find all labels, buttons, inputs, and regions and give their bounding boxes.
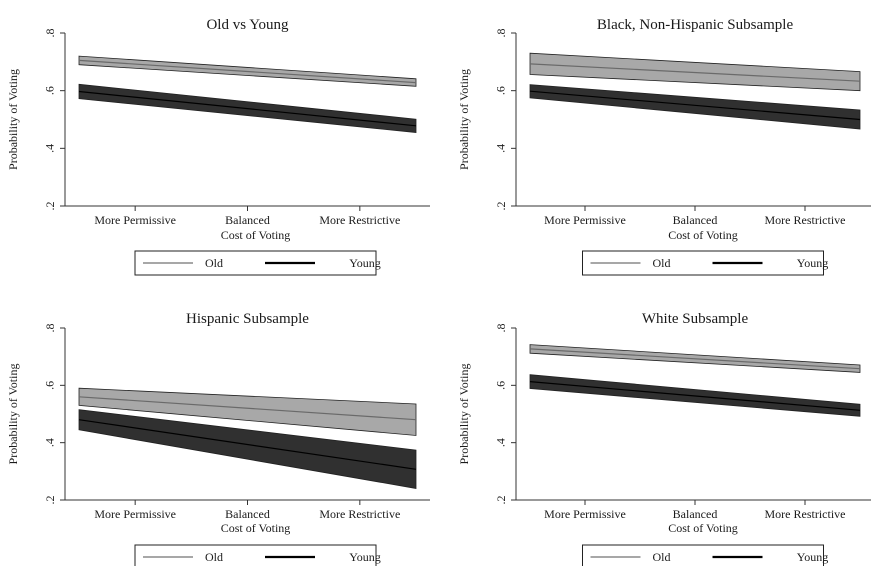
- legend-label-young: Young: [349, 256, 380, 270]
- legend-label-young: Young: [797, 256, 828, 270]
- x-tick-label: More Permissive: [544, 213, 626, 227]
- legend-label-old: Old: [653, 256, 671, 270]
- y-tick-label: .2: [494, 496, 508, 505]
- y-axis-label: Probability of Voting: [457, 364, 471, 465]
- y-tick-label: .2: [494, 202, 508, 211]
- y-tick-label: .2: [43, 496, 57, 505]
- x-axis-label: Cost of Voting: [668, 228, 738, 242]
- chart-panel: Hispanic Subsample .2 .4 .6 .8 Probability of…: [6, 311, 430, 566]
- x-tick-label: More Restrictive: [765, 213, 846, 227]
- y-tick-label: .6: [494, 86, 508, 95]
- x-tick-label: Balanced: [673, 213, 718, 227]
- legend-box: [134, 544, 377, 566]
- series-line-young: [529, 381, 861, 411]
- x-axis-label: Cost of Voting: [221, 228, 291, 242]
- legend: Old Young: [582, 250, 828, 276]
- x-tick-label: More Restrictive: [765, 507, 846, 521]
- y-tick-label: .4: [494, 438, 508, 447]
- y-tick-label: .4: [43, 144, 57, 153]
- y-tick-label: .8: [43, 324, 57, 333]
- series-line-young: [529, 90, 861, 121]
- chart-title: Hispanic Subsample: [186, 311, 309, 327]
- series-line-old: [78, 59, 417, 84]
- legend: Old Young: [134, 544, 381, 566]
- x-tick-label: Balanced: [673, 507, 718, 521]
- y-axis-label: Probability of Voting: [457, 69, 471, 170]
- confidence-band-young: [78, 409, 417, 489]
- legend: Old Young: [582, 544, 828, 566]
- y-axis-label: Probability of Voting: [6, 364, 20, 465]
- series-line-young: [78, 90, 417, 127]
- x-axis-label: Cost of Voting: [668, 521, 738, 535]
- x-tick-label: More Restrictive: [319, 507, 400, 521]
- x-tick-label: Balanced: [225, 507, 270, 521]
- y-axis-label: Probability of Voting: [6, 69, 20, 170]
- chart-panel: White Subsample .2 .4 .6 .8 Probability of Vo…: [457, 311, 871, 566]
- confidence-band-old: [78, 387, 417, 436]
- y-tick-label: .4: [43, 438, 57, 447]
- x-tick-label: More Permissive: [544, 507, 626, 521]
- y-tick-label: .8: [494, 29, 508, 38]
- series-line-young: [78, 419, 417, 470]
- legend-label-old: Old: [653, 550, 671, 564]
- y-tick-label: .6: [43, 86, 57, 95]
- legend-label-old: Old: [205, 256, 223, 270]
- chart-panel: Black, Non-Hispanic Subsample .2 .4 .6 .8 Pro…: [457, 17, 871, 276]
- confidence-band-young: [529, 84, 861, 130]
- x-tick-label: More Restrictive: [319, 213, 400, 227]
- y-tick-label: .6: [43, 381, 57, 390]
- chart-title: Black, Non-Hispanic Subsample: [597, 17, 794, 33]
- legend-box: [582, 544, 824, 566]
- y-tick-label: .4: [494, 144, 508, 153]
- x-tick-label: More Permissive: [94, 213, 176, 227]
- y-tick-label: .2: [43, 202, 57, 211]
- y-tick-label: .6: [494, 381, 508, 390]
- x-tick-label: Balanced: [225, 213, 270, 227]
- legend-label-young: Young: [349, 550, 380, 564]
- series-line-old: [529, 348, 861, 370]
- x-axis-label: Cost of Voting: [221, 521, 291, 535]
- chart-title: White Subsample: [642, 311, 749, 327]
- legend: Old Young: [134, 250, 381, 276]
- chart-panel: Old vs Young .2 .4 .6 .8 Probability of Votin…: [6, 17, 430, 276]
- legend-label-old: Old: [205, 550, 223, 564]
- series-line-old: [529, 63, 861, 82]
- y-tick-label: .8: [43, 29, 57, 38]
- x-tick-label: More Permissive: [94, 507, 176, 521]
- legend-label-young: Young: [797, 550, 828, 564]
- chart-title: Old vs Young: [206, 17, 289, 33]
- series-line-old: [78, 396, 417, 421]
- y-tick-label: .8: [494, 324, 508, 333]
